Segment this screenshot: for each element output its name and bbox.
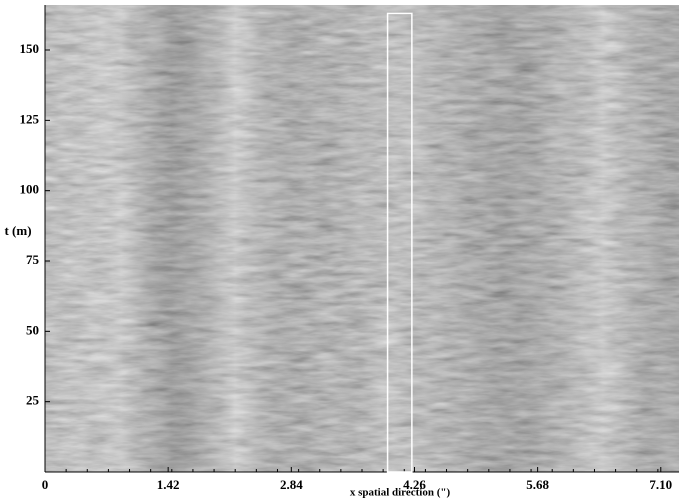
y-tick-label: 75 — [26, 252, 40, 267]
y-tick-label: 150 — [20, 41, 40, 56]
x-axis-label: x spatial direction (") — [350, 487, 451, 499]
y-tick-label: 25 — [26, 393, 40, 408]
y-tick-label: 100 — [20, 182, 40, 197]
y-tick-label: 50 — [26, 322, 39, 337]
x-tick-label: 1.42 — [157, 477, 180, 492]
image-bands — [45, 5, 679, 472]
chart: t (m) x spatial direction (") 0 1.42 2.84 4… — [0, 0, 679, 502]
y-axis-label: t (m) — [4, 223, 31, 238]
x-tick-label: 7.10 — [649, 477, 672, 492]
y-tick-label: 125 — [20, 111, 40, 126]
plot-area — [45, 5, 679, 472]
x-tick-label: 5.68 — [526, 477, 549, 492]
x-tick-label: 0 — [42, 477, 49, 492]
x-tick-label: 2.84 — [280, 477, 303, 492]
x-tick-label: 4.26 — [403, 477, 426, 492]
